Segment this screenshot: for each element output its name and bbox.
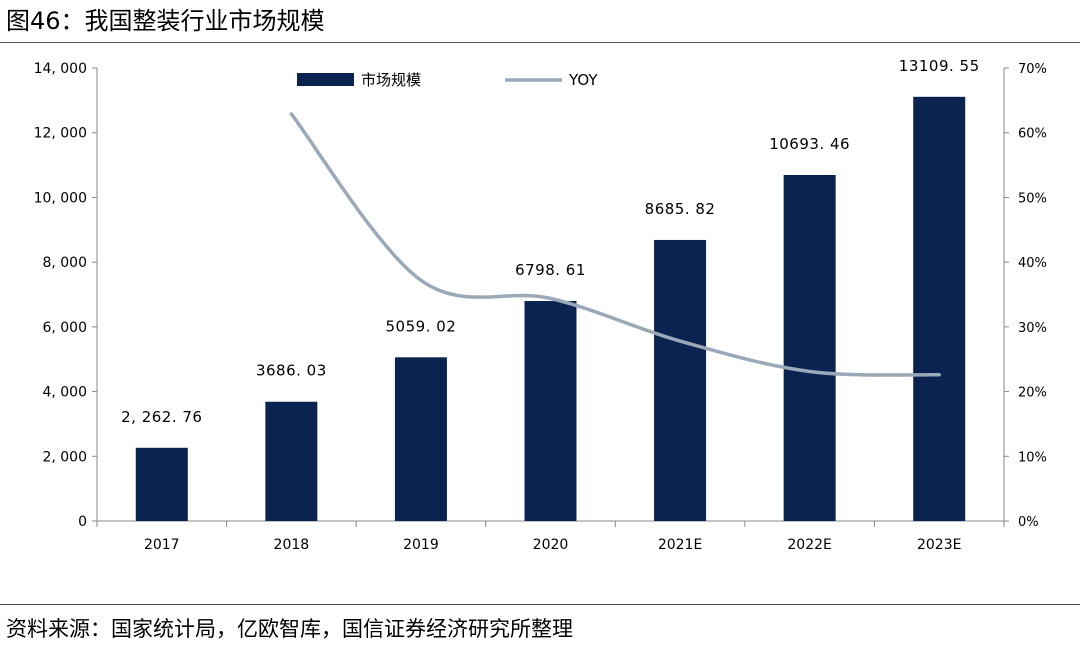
source-divider bbox=[0, 604, 1080, 605]
bar-market-size bbox=[913, 96, 966, 522]
bar-data-labels: 2, 262. 76 3686. 03 5059. 02 6798. 61 8685. … bbox=[121, 57, 980, 426]
x-axis-tick-label: 2021E bbox=[658, 537, 702, 553]
legend-label-market-size: 市场规模 bbox=[361, 71, 421, 89]
right-axis-tick-label: 30% bbox=[1018, 321, 1047, 336]
right-axis-tick-label: 0% bbox=[1018, 515, 1039, 530]
source-note: 资料来源：国家统计局，亿欧智库，国信证券经济研究所整理 bbox=[6, 617, 573, 641]
legend-swatch-market-size bbox=[297, 73, 354, 86]
x-axis-tick-label: 2017 bbox=[144, 537, 180, 553]
bar-data-label: 10693. 46 bbox=[769, 135, 850, 153]
bar-market-size bbox=[135, 447, 188, 521]
legend-label-yoy: YOY bbox=[568, 71, 598, 89]
left-axis-tick-label: 6, 000 bbox=[42, 320, 87, 336]
chart-axes: 0 2, 000 4, 000 6, 000 8, 000 10, 000 12, 000 1… bbox=[34, 61, 1047, 553]
left-axis-tick-label: 10, 000 bbox=[34, 190, 87, 206]
right-axis-tick-label: 70% bbox=[1018, 62, 1047, 77]
left-axis-tick-label: 2, 000 bbox=[42, 449, 87, 465]
chart-legend: 市场规模 YOY bbox=[297, 71, 598, 89]
left-axis-tick-label: 8, 000 bbox=[42, 255, 87, 271]
bar-data-label: 3686. 03 bbox=[256, 362, 327, 380]
yoy-line bbox=[289, 112, 941, 377]
bar-data-label: 2, 262. 76 bbox=[121, 408, 202, 426]
bar-series bbox=[135, 96, 966, 522]
bar-data-label: 8685. 82 bbox=[645, 200, 716, 218]
market-size-chart: 0 2, 000 4, 000 6, 000 8, 000 10, 000 12, 000 1… bbox=[34, 57, 1047, 553]
left-axis-tick-label: 0 bbox=[78, 514, 87, 530]
bar-data-label: 6798. 61 bbox=[515, 261, 586, 279]
x-axis-tick-label: 2020 bbox=[533, 537, 569, 553]
bar-data-label: 5059. 02 bbox=[386, 317, 457, 335]
x-axis-tick-label: 2018 bbox=[274, 537, 310, 553]
left-axis-tick-label: 12, 000 bbox=[34, 126, 87, 142]
x-axis-tick-label: 2023E bbox=[917, 537, 961, 553]
right-axis-tick-label: 40% bbox=[1018, 256, 1047, 271]
x-axis-tick-label: 2019 bbox=[403, 537, 439, 553]
bar-market-size bbox=[654, 239, 707, 522]
bar-market-size bbox=[524, 301, 577, 521]
bar-data-label: 13109. 55 bbox=[899, 57, 980, 75]
left-axis-tick-label: 4, 000 bbox=[42, 385, 87, 401]
bar-market-size bbox=[265, 401, 318, 521]
right-axis-tick-label: 50% bbox=[1018, 191, 1047, 206]
right-axis-tick-label: 20% bbox=[1018, 386, 1047, 401]
left-axis-tick-label: 14, 000 bbox=[34, 61, 87, 77]
x-axis-tick-label: 2022E bbox=[787, 537, 831, 553]
right-axis-tick-label: 10% bbox=[1018, 450, 1047, 465]
bar-market-size bbox=[394, 357, 447, 521]
right-axis-tick-label: 60% bbox=[1018, 127, 1047, 142]
title-divider bbox=[0, 42, 1080, 43]
yoy-line-series bbox=[289, 112, 941, 377]
bar-market-size bbox=[783, 174, 836, 522]
figure-title: 图46：我国整装行业市场规模 bbox=[6, 7, 325, 35]
